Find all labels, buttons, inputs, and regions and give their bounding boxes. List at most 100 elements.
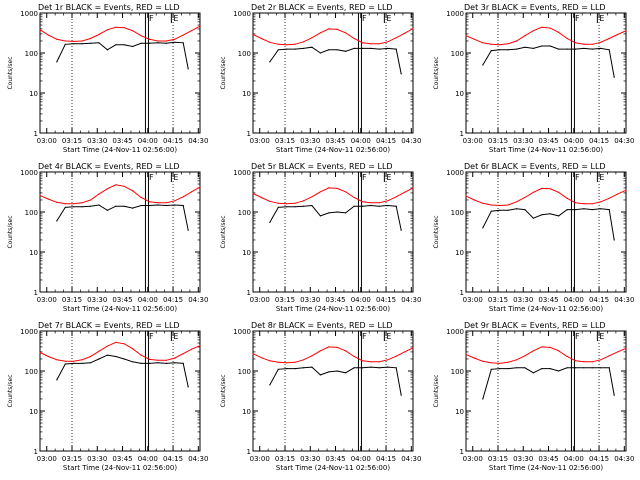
- data-point-lld: [353, 37, 355, 40]
- data-point-events: [395, 367, 397, 369]
- data-point-lld: [608, 37, 610, 40]
- series-line-lld: [252, 346, 414, 364]
- data-point-events: [600, 208, 602, 210]
- data-point-lld: [148, 358, 151, 360]
- data-point-events: [106, 209, 108, 211]
- data-point-lld: [311, 196, 313, 198]
- plot-frame: [465, 330, 627, 452]
- data-point-events: [277, 206, 279, 208]
- data-point-lld: [89, 355, 92, 358]
- data-point-lld: [549, 27, 551, 29]
- detector-panel-3: Det 3r BLACK = Events, RED = LLD Counts/s…: [433, 3, 634, 154]
- data-point-events: [378, 367, 380, 369]
- data-point-events: [277, 368, 279, 370]
- data-point-lld: [574, 360, 577, 362]
- data-point-lld: [473, 357, 475, 359]
- data-point-events: [123, 205, 125, 207]
- panel-title: Det 5r BLACK = Events, RED = LLD: [251, 162, 393, 171]
- data-point-lld: [515, 359, 518, 361]
- data-point-events: [608, 367, 610, 369]
- data-point-events: [148, 362, 151, 364]
- data-point-lld: [617, 193, 619, 195]
- data-point-events: [608, 209, 610, 211]
- data-point-lld: [507, 361, 509, 363]
- x-tick-label: 03:00: [463, 455, 483, 463]
- panel-title: Det 2r BLACK = Events, RED = LLD: [251, 3, 393, 12]
- x-tick-label: 04:00: [564, 137, 584, 145]
- data-point-events: [286, 206, 288, 208]
- data-point-lld: [277, 202, 279, 204]
- data-point-lld: [191, 191, 193, 193]
- x-tick-label: 03:00: [463, 137, 483, 145]
- data-point-events: [482, 398, 484, 400]
- data-point-events: [566, 367, 568, 369]
- data-point-events: [566, 48, 568, 50]
- data-point-lld: [269, 360, 271, 362]
- series-line-events: [482, 367, 615, 400]
- data-point-events: [286, 368, 288, 370]
- marker-label-e: E: [386, 332, 391, 341]
- panel-title: Det 9r BLACK = Events, RED = LLD: [464, 321, 606, 330]
- detector-panel-4: Det 4r BLACK = Events, RED = LLD Counts/s…: [7, 162, 208, 313]
- y-tick-label: 1000: [446, 328, 464, 336]
- x-tick-label: 04:00: [138, 296, 158, 304]
- series-line-lld: [465, 187, 627, 207]
- data-point-lld: [412, 187, 414, 189]
- data-point-lld: [345, 191, 347, 193]
- data-point-events: [395, 205, 397, 207]
- data-point-lld: [591, 43, 593, 45]
- data-point-lld: [387, 359, 389, 361]
- data-point-lld: [311, 37, 313, 39]
- series-line-events: [482, 45, 615, 78]
- data-point-events: [148, 42, 151, 44]
- data-point-lld: [115, 341, 117, 343]
- detector-panel-7: Det 7r BLACK = Events, RED = LLD Counts/s…: [7, 321, 208, 472]
- data-point-events: [106, 49, 108, 51]
- data-point-lld: [286, 362, 288, 364]
- detector-panel-9: Det 9r BLACK = Events, RED = LLD Counts/s…: [433, 321, 634, 472]
- data-point-lld: [294, 43, 296, 45]
- data-point-events: [106, 354, 108, 356]
- x-tick-label: 03:45: [538, 137, 558, 145]
- data-point-events: [311, 46, 313, 48]
- data-point-lld: [524, 196, 526, 199]
- y-tick-label: 10: [242, 249, 251, 257]
- x-tick-label: 03:45: [325, 455, 345, 463]
- data-point-lld: [269, 41, 271, 43]
- data-point-events: [499, 49, 501, 51]
- data-point-events: [294, 368, 296, 370]
- y-tick-label: 1000: [20, 169, 38, 177]
- x-tick-label: 04:30: [401, 296, 421, 304]
- x-tick-label: 04:15: [376, 296, 396, 304]
- series-line-lld: [39, 25, 201, 42]
- data-point-lld: [191, 348, 193, 350]
- data-point-events: [115, 355, 117, 358]
- x-tick-label: 03:30: [87, 296, 107, 304]
- y-tick-label: 1: [460, 130, 464, 138]
- data-point-events: [187, 386, 189, 388]
- data-point-events: [89, 42, 92, 44]
- data-point-events: [157, 42, 159, 44]
- data-point-lld: [566, 197, 568, 199]
- series-line-events: [482, 208, 615, 241]
- series-line-lld: [39, 341, 201, 362]
- data-point-lld: [345, 350, 347, 352]
- x-tick-label: 03:15: [488, 455, 508, 463]
- data-point-events: [600, 47, 602, 50]
- data-point-events: [319, 374, 321, 376]
- data-point-events: [165, 362, 167, 364]
- y-tick-label: 1000: [446, 10, 464, 18]
- data-point-lld: [165, 202, 167, 204]
- data-point-lld: [47, 198, 50, 200]
- data-point-events: [524, 209, 526, 211]
- data-point-events: [311, 366, 313, 368]
- data-point-events: [583, 208, 585, 210]
- panel-title: Det 3r BLACK = Events, RED = LLD: [464, 3, 606, 12]
- plot-frame: [39, 171, 201, 293]
- y-tick-label: 10: [455, 408, 464, 416]
- x-axis-label: Start Time (24-Nov-11 02:56:00): [276, 146, 390, 154]
- data-point-lld: [182, 196, 184, 198]
- data-point-lld: [182, 34, 184, 36]
- x-tick-label: 04:00: [138, 137, 158, 145]
